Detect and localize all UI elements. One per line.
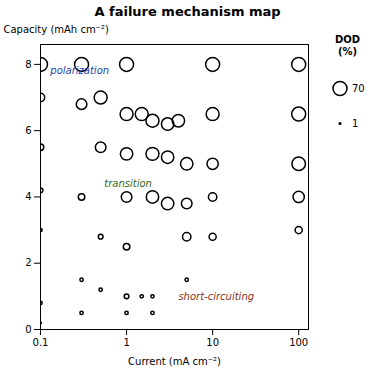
svg-text:70: 70 <box>352 83 365 94</box>
svg-text:8: 8 <box>25 59 31 70</box>
svg-text:transition: transition <box>104 178 152 189</box>
html-text:DOD (%): DOD (%) <box>334 34 360 57</box>
svg-text:Current (mA cm⁻²): Current (mA cm⁻²) <box>128 356 221 367</box>
svg-text:100: 100 <box>289 337 308 348</box>
svg-text:1: 1 <box>352 118 358 129</box>
svg-text:1: 1 <box>123 337 129 348</box>
svg-text:6: 6 <box>25 125 31 136</box>
svg-text:0: 0 <box>25 324 31 335</box>
html-text:A failure mechanism map: A failure mechanism map <box>94 4 281 19</box>
svg-text:Capacity (mAh cm⁻²): Capacity (mAh cm⁻²) <box>4 24 109 35</box>
svg-text:4: 4 <box>25 191 31 202</box>
svg-text:short-circuiting: short-circuiting <box>178 291 254 302</box>
svg-text:polarization: polarization <box>49 65 109 76</box>
svg-text:10: 10 <box>206 337 219 348</box>
svg-text:2: 2 <box>25 257 31 268</box>
svg-text:0.1: 0.1 <box>33 337 49 348</box>
